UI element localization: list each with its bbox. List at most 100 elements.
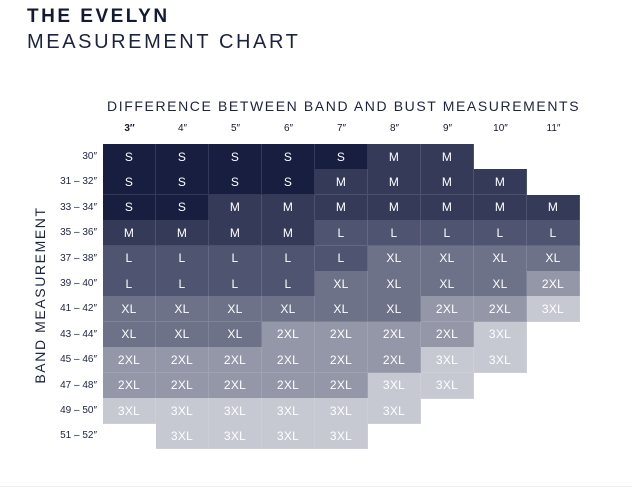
row-header: 43 – 44″: [60, 328, 97, 340]
size-cell: XL: [156, 296, 209, 323]
size-cell: S: [156, 144, 209, 170]
size-cell: M: [368, 144, 421, 170]
size-cell: 2XL: [262, 372, 315, 399]
size-cell: XL: [421, 271, 474, 297]
size-cell: 3XL: [262, 398, 315, 424]
size-cell: S: [209, 169, 262, 196]
size-cell: XL: [368, 296, 421, 323]
size-cell: 3XL: [262, 423, 315, 450]
column-header: 9″: [442, 123, 453, 134]
size-cell: M: [527, 194, 580, 221]
size-cell: XL: [156, 321, 209, 348]
size-cell: L: [262, 271, 315, 297]
size-cell: S: [262, 169, 315, 196]
size-cell: L: [103, 245, 156, 272]
size-cell: 3XL: [421, 347, 474, 374]
size-cell: M: [421, 194, 474, 221]
size-cell: 2XL: [103, 372, 156, 399]
size-cell: L: [421, 220, 474, 247]
size-cell: M: [474, 169, 527, 196]
size-cell: XL: [527, 245, 580, 272]
row-header: 35 – 36″: [60, 227, 97, 239]
size-cell: M: [209, 220, 262, 247]
size-cell: XL: [262, 296, 315, 323]
size-cell: L: [262, 245, 315, 272]
size-cell: M: [368, 194, 421, 221]
size-cell: L: [209, 245, 262, 272]
size-cell: M: [315, 169, 368, 196]
column-header: 11″: [546, 123, 561, 134]
size-cell: M: [368, 169, 421, 196]
column-header: 8″: [389, 123, 400, 134]
size-cell: 3XL: [156, 423, 209, 450]
size-cell: 2XL: [368, 321, 421, 348]
size-cell: 2XL: [474, 296, 527, 323]
size-cell: XL: [209, 321, 262, 348]
size-cell: XL: [421, 245, 474, 272]
column-header: 10″: [493, 123, 508, 134]
size-cell: S: [156, 194, 209, 221]
size-cell: L: [315, 220, 368, 247]
size-cell: S: [315, 144, 368, 170]
size-cell: 3XL: [368, 372, 421, 399]
size-cell: 3XL: [368, 398, 421, 424]
row-axis-label: BAND MEASUREMENT: [32, 206, 48, 384]
size-cell: M: [103, 220, 156, 247]
size-cell: M: [421, 169, 474, 196]
row-header: 39 – 40″: [60, 278, 97, 289]
size-cell: L: [156, 271, 209, 297]
size-cell: 2XL: [315, 321, 368, 348]
size-cell: M: [421, 144, 474, 170]
column-header: 7″: [336, 123, 347, 134]
size-cell: 2XL: [209, 347, 262, 374]
size-cell: M: [474, 194, 527, 221]
size-cell: 2XL: [209, 372, 262, 399]
size-cell: XL: [474, 271, 527, 297]
size-cell: XL: [209, 296, 262, 323]
divider: [0, 486, 632, 487]
column-header: 4″: [177, 123, 188, 134]
chart-subtitle: MEASUREMENT CHART: [27, 31, 301, 53]
size-cell: 2XL: [315, 372, 368, 399]
size-cell: XL: [315, 271, 368, 297]
column-header: 5″: [230, 123, 241, 134]
size-cell: XL: [368, 271, 421, 297]
size-cell: 2XL: [421, 321, 474, 348]
column-axis-label: DIFFERENCE BETWEEN BAND AND BUST MEASURE…: [107, 98, 581, 114]
size-cell: L: [209, 271, 262, 297]
size-cell: XL: [315, 296, 368, 323]
size-cell: M: [156, 220, 209, 247]
size-cell: 2XL: [527, 271, 580, 297]
size-cell: L: [527, 220, 580, 247]
size-cell: S: [156, 169, 209, 196]
size-cell: 3XL: [209, 398, 262, 424]
size-cell: 3XL: [315, 423, 368, 450]
size-cell: M: [315, 194, 368, 221]
size-cell: 3XL: [474, 347, 527, 374]
size-cell: XL: [474, 245, 527, 272]
size-cell: 2XL: [315, 347, 368, 374]
row-header: 41 – 42″: [60, 303, 97, 315]
size-cell: XL: [103, 321, 156, 348]
size-cell: L: [474, 220, 527, 247]
size-cell: L: [315, 245, 368, 272]
size-cell: XL: [103, 296, 156, 323]
size-cell: L: [368, 220, 421, 247]
size-cell: M: [209, 194, 262, 221]
size-cell: 2XL: [262, 347, 315, 374]
size-cell: 3XL: [156, 398, 209, 424]
row-header: 33 – 34″: [60, 201, 97, 213]
column-header: 3″: [124, 123, 135, 134]
size-cell: 2XL: [368, 347, 421, 374]
size-cell: S: [209, 144, 262, 170]
row-header: 31 – 32″: [60, 176, 97, 188]
size-cell: M: [262, 194, 315, 221]
size-cell: 3XL: [209, 423, 262, 450]
size-cell: 2XL: [421, 296, 474, 323]
size-cell: S: [103, 144, 156, 170]
product-title: THE EVELYN: [27, 6, 170, 27]
size-cell: L: [103, 271, 156, 297]
size-cell: 3XL: [315, 398, 368, 424]
row-header: 30″: [82, 151, 97, 162]
size-cell: 2XL: [262, 321, 315, 348]
